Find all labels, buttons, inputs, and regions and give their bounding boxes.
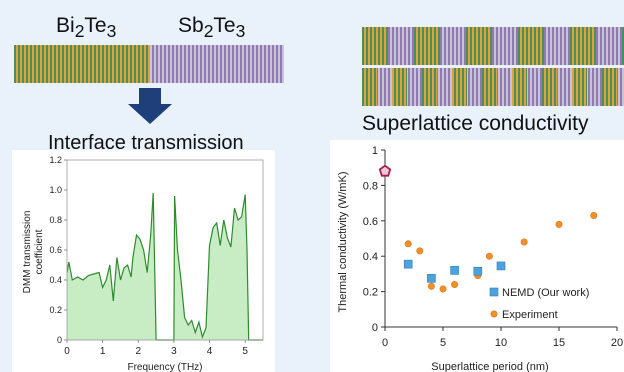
dmm-ytick-label: 0: [57, 335, 62, 345]
legend-nemd-marker: [489, 287, 499, 297]
superlattice-bar-bottom-layer: [587, 68, 602, 106]
dmm-ytick-label: 0.4: [49, 275, 62, 285]
superlattice-bar-bottom-layer: [497, 68, 512, 106]
superlattice-bar-bottom-layer: [377, 68, 392, 106]
dmm-ytick-label: 1.2: [49, 155, 62, 165]
dmm-ytick-label: 1.0: [49, 185, 62, 195]
superlattice-bar-top: [362, 27, 624, 65]
kappa-ytick-label: 0.6: [363, 216, 378, 228]
nemd-point: [450, 266, 459, 275]
kappa-ytick-label: 0: [372, 322, 378, 334]
nemd-point: [427, 274, 436, 283]
kappa-ytick-label: 0.8: [363, 180, 378, 192]
experiment-point: [439, 285, 447, 293]
bi2te3-label: Bi2Te3: [56, 14, 117, 42]
superlattice-bar-bottom-layer: [437, 68, 452, 106]
kappa-xtick-label: 5: [440, 337, 446, 349]
experiment-point: [416, 247, 424, 255]
experiment-point: [451, 281, 459, 289]
kappa-xtick-label: 20: [611, 337, 623, 349]
superlattice-bar-top-layer: [466, 27, 492, 65]
dmm-chart-title: Interface transmission: [48, 132, 244, 154]
superlattice-bar-bottom-layer: [467, 68, 482, 106]
superlattice-bar-bottom-layer: [392, 68, 407, 106]
kappa-xtick-label: 10: [495, 337, 507, 349]
dmm-xtick-label: 1: [100, 346, 106, 357]
superlattice-bar-top-layer: [492, 27, 518, 65]
superlattice-bar-bottom-layer: [512, 68, 527, 106]
superlattice-bar-top-layer: [440, 27, 466, 65]
kappa-ylabel: Thermal conductivity (W/mK): [337, 171, 349, 312]
superlattice-bar-top-layer: [544, 27, 570, 65]
nemd-point: [496, 261, 506, 271]
kappa-xtick-label: 15: [553, 337, 565, 349]
down-arrow-icon: [128, 88, 172, 124]
dmm-ytick-label: 0.8: [49, 215, 62, 225]
superlattice-bar-bottom-layer: [557, 68, 572, 106]
superlattice-bar-bottom: [362, 68, 624, 106]
dmm-xlabel: Frequency (THz): [127, 362, 202, 372]
dmm-ytick-label: 0.2: [49, 305, 62, 315]
superlattice-bar-bottom-layer: [407, 68, 422, 106]
superlattice-bar-bottom-layer: [422, 68, 437, 106]
superlattice-bar-top-layer: [518, 27, 544, 65]
experiment-point: [590, 211, 598, 219]
experiment-point: [520, 238, 528, 246]
experiment-point: [404, 240, 412, 248]
dmm-area-fill: [67, 193, 263, 340]
kappa-ytick-label: 1: [372, 145, 378, 157]
experiment-point: [427, 282, 435, 290]
experiment-point: [485, 252, 493, 260]
dmm-xtick-label: 3: [171, 346, 177, 357]
nemd-point: [473, 266, 483, 276]
dmm-xtick-label: 2: [135, 346, 141, 357]
kappa-xtick-label: 0: [382, 337, 388, 349]
kappa-ytick-label: 0.4: [363, 251, 378, 263]
kappa-panel: [330, 140, 624, 372]
superlattice-bar-bottom-layer: [362, 68, 377, 106]
legend-experiment-marker: [490, 310, 498, 318]
dmm-xtick-label: 4: [207, 346, 213, 357]
superlattice-bar-bottom-layer: [542, 68, 557, 106]
superlattice-bar-bottom-layer: [602, 68, 617, 106]
sb2te3-label: Sb2Te3: [178, 14, 246, 42]
superlattice-bar-top-layer: [570, 27, 596, 65]
kappa-xlabel: Superlattice period (nm): [431, 361, 548, 372]
superlattice-bar-bottom-layer: [452, 68, 467, 106]
legend-nemd-label: NEMD (Our work): [502, 287, 589, 299]
superlattice-bar-top-layer: [414, 27, 440, 65]
legend-experiment-label: Experiment: [502, 309, 558, 321]
superlattice-bar-bottom-layer: [482, 68, 497, 106]
superlattice-bar-bottom-layer: [527, 68, 542, 106]
dmm-ylabel-line1: DMM transmission: [22, 211, 33, 294]
nemd-point: [403, 259, 413, 269]
dmm-xtick-label: 0: [64, 346, 70, 357]
dmm-ylabel-line2: coefficient: [34, 229, 45, 274]
superlattice-title: Superlattice conductivity: [362, 112, 589, 135]
bi2te3-bar: [14, 45, 150, 83]
dmm-xtick-label: 5: [242, 346, 248, 357]
experiment-point: [555, 220, 563, 228]
sb2te3-bar: [150, 45, 284, 83]
bulk-reference-marker: [378, 164, 392, 177]
superlattice-bar-top-layer: [622, 27, 624, 65]
dmm-ytick-label: 0.6: [49, 245, 62, 255]
superlattice-bar-bottom-layer: [572, 68, 587, 106]
superlattice-bar-top-layer: [596, 27, 622, 65]
kappa-ytick-label: 0.2: [363, 287, 378, 299]
superlattice-bar-top-layer: [362, 27, 388, 65]
superlattice-bar-top-layer: [388, 27, 414, 65]
superlattice-bar-bottom-layer: [617, 68, 624, 106]
